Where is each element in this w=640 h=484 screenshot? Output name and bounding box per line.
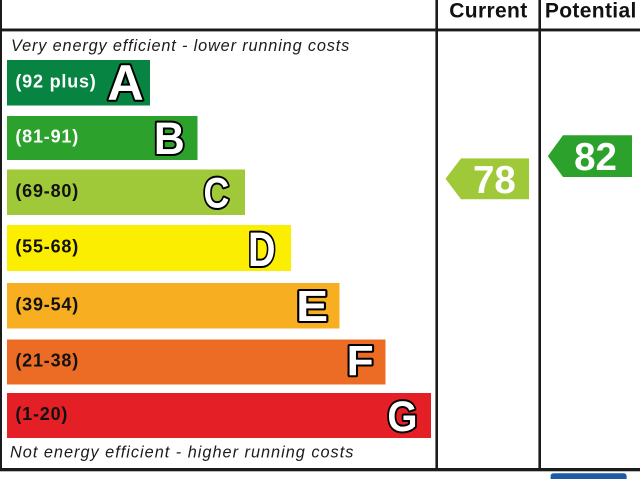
svg-text:82: 82 <box>574 136 617 179</box>
svg-text:D: D <box>248 223 275 277</box>
svg-text:(69-80): (69-80) <box>15 181 79 201</box>
svg-text:C: C <box>203 170 229 218</box>
svg-text:(55-68): (55-68) <box>15 237 79 257</box>
svg-text:(92 plus): (92 plus) <box>15 71 96 91</box>
svg-text:(81-91): (81-91) <box>15 127 79 147</box>
svg-text:(21-38): (21-38) <box>15 351 79 371</box>
svg-text:Very energy efficient - lower: Very energy efficient - lower running co… <box>11 37 350 55</box>
svg-text:78: 78 <box>473 159 516 202</box>
svg-text:A: A <box>107 54 143 111</box>
svg-text:F: F <box>347 337 374 385</box>
svg-text:E: E <box>296 281 328 331</box>
svg-text:(1-20): (1-20) <box>15 404 68 424</box>
svg-text:Current: Current <box>449 0 527 23</box>
svg-text:B: B <box>154 114 185 164</box>
svg-text:Potential: Potential <box>545 0 637 23</box>
svg-text:G: G <box>387 392 417 440</box>
svg-text:(39-54): (39-54) <box>15 294 79 314</box>
svg-text:Not energy efficient - higher: Not energy efficient - higher running co… <box>10 444 354 462</box>
